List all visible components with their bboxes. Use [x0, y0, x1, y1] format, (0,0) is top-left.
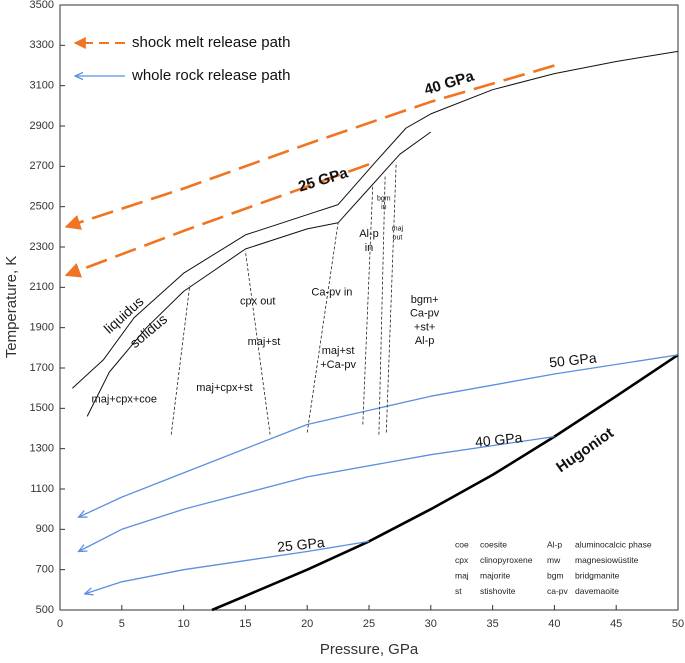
annotation-line: in	[365, 242, 374, 254]
abbreviation: Al-p	[547, 539, 562, 549]
annotation-line: +Ca-pv	[320, 359, 356, 371]
annotation: bgm in	[377, 195, 391, 211]
x-tick-label: 50	[672, 618, 684, 630]
annotation-line: maj+st	[322, 345, 355, 357]
annotation-line: 50 GPa	[548, 349, 597, 370]
annotation-line: Al-p	[359, 228, 379, 240]
y-tick-label: 3100	[30, 80, 54, 92]
abbreviation: bgm	[547, 570, 564, 580]
abbreviation: ca-pv	[547, 586, 569, 596]
y-tick-label: 2900	[30, 120, 54, 132]
annotation-line: in	[381, 204, 387, 211]
annotation: 50 GPa	[548, 349, 597, 370]
abbreviation-meaning: davemaoite	[575, 586, 619, 596]
x-tick-label: 15	[239, 618, 251, 630]
y-tick-label: 2500	[30, 201, 54, 213]
annotation-line: 25 GPa	[276, 534, 325, 555]
annotation: 40 GPa	[422, 67, 476, 98]
curve	[378, 176, 386, 435]
abbreviation-meaning: stishovite	[480, 586, 516, 596]
x-tick-label: 30	[425, 618, 437, 630]
curve	[245, 250, 271, 435]
x-tick-label: 10	[177, 618, 189, 630]
curve	[170, 285, 191, 435]
annotation: 25 GPa	[276, 534, 325, 555]
curve	[72, 50, 679, 389]
annotation-line: maj+cpx+coe	[92, 393, 157, 405]
y-tick-label: 2700	[30, 160, 54, 172]
annotation-line: maj	[392, 225, 404, 232]
y-tick-label: 3300	[30, 39, 54, 51]
annotation: maj+cpx+coe	[92, 393, 157, 405]
annotation-line: Al-p	[415, 335, 435, 347]
curve	[79, 354, 679, 517]
abbreviation-meaning: bridgmanite	[575, 570, 620, 580]
x-tick-label: 35	[486, 618, 498, 630]
abbreviation: mw	[547, 555, 561, 565]
annotation-line: bgm+	[411, 294, 439, 306]
curve	[385, 162, 397, 433]
abbreviation: coe	[455, 539, 469, 549]
curve	[86, 131, 432, 417]
abbreviation-meaning: aluminocalcic phase	[575, 539, 652, 549]
x-tick-label: 45	[610, 618, 622, 630]
x-tick-label: 20	[301, 618, 313, 630]
curve	[85, 540, 370, 594]
curve	[211, 353, 679, 612]
y-tick-label: 500	[36, 604, 54, 616]
y-tick-label: 1900	[30, 322, 54, 334]
annotation-line: 40 GPa	[474, 429, 523, 450]
curve	[64, 163, 370, 278]
annotation-line: bgm	[377, 195, 391, 202]
annotation: maj out	[392, 225, 404, 241]
y-tick-label: 1700	[30, 362, 54, 374]
curve	[79, 435, 555, 552]
legend-label: shock melt release path	[132, 34, 290, 51]
annotation: Al-p in	[359, 228, 379, 254]
abbreviation-meaning: magnesiowüstite	[575, 555, 639, 565]
annotation-line: Ca-pv	[410, 308, 440, 320]
annotation-line: maj+cpx+st	[196, 382, 252, 394]
annotation-line: +st+	[414, 321, 435, 333]
abbreviation-meaning: majorite	[480, 570, 511, 580]
y-tick-label: 700	[36, 564, 54, 576]
y-tick-label: 2300	[30, 241, 54, 253]
annotation: maj+cpx+st	[196, 382, 252, 394]
annotation: 40 GPa	[474, 429, 523, 450]
annotation: maj+st +Ca-pv	[320, 345, 356, 371]
annotation-line: cpx out	[240, 295, 275, 307]
abbreviation: cpx	[455, 555, 469, 565]
curve	[362, 186, 374, 425]
annotation-line: maj+st	[248, 336, 281, 348]
annotation: 25 GPa	[296, 164, 350, 195]
annotation-line: 40 GPa	[422, 67, 476, 98]
x-tick-label: 40	[548, 618, 560, 630]
curve	[306, 222, 339, 433]
y-tick-label: 900	[36, 523, 54, 535]
annotation-line: Ca-pv in	[311, 286, 352, 298]
annotation: maj+st	[248, 336, 281, 348]
annotation: Ca-pv in	[311, 286, 352, 298]
x-tick-label: 5	[119, 618, 125, 630]
curve	[64, 64, 555, 230]
y-tick-label: 1100	[30, 483, 54, 495]
abbreviation: st	[455, 586, 462, 596]
abbreviation: maj	[455, 570, 469, 580]
y-tick-label: 1500	[30, 402, 54, 414]
annotation-line: out	[393, 234, 403, 241]
annotation: bgm+ Ca-pv +st+ Al-p	[410, 294, 440, 347]
x-tick-label: 25	[363, 618, 375, 630]
x-axis-label: Pressure, GPa	[320, 641, 419, 658]
annotation-line: 25 GPa	[296, 164, 350, 195]
abbreviation-meaning: clinopyroxene	[480, 555, 533, 565]
y-axis-label: Temperature, K	[3, 256, 20, 359]
legend-label: whole rock release path	[131, 67, 290, 84]
annotation: cpx out	[240, 295, 275, 307]
y-tick-label: 1300	[30, 443, 54, 455]
x-tick-label: 0	[57, 618, 63, 630]
y-tick-label: 3500	[30, 0, 54, 11]
y-tick-label: 2100	[30, 281, 54, 293]
abbreviation-meaning: coesite	[480, 539, 507, 549]
